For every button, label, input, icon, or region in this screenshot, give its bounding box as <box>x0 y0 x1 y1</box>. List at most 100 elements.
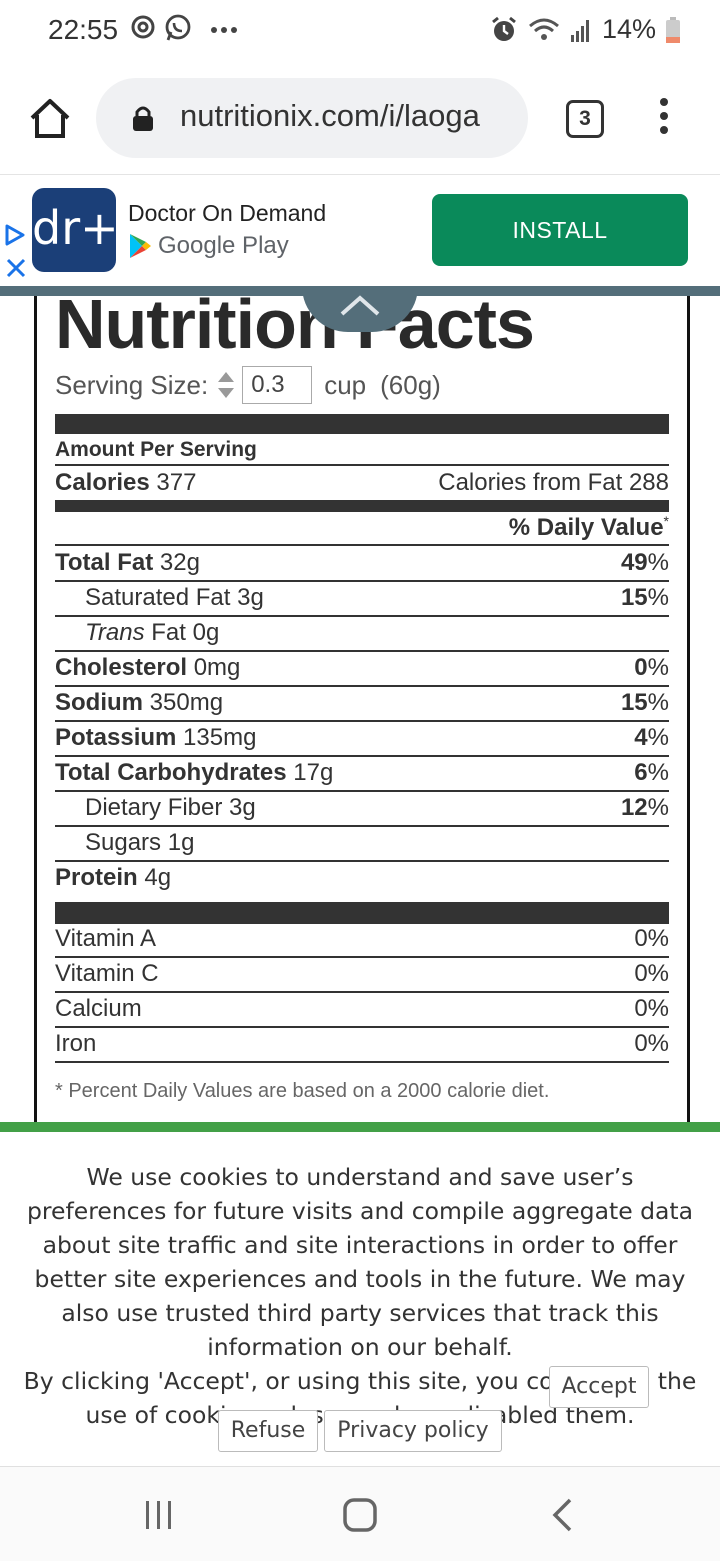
status-time: 22:55 <box>48 14 119 45</box>
thick-divider <box>55 902 669 924</box>
medium-divider <box>55 500 669 512</box>
nutrient-label: Cholesterol <box>55 654 188 681</box>
nutrient-row-sugars: Sugars 1g <box>55 826 669 862</box>
nutrient-value: 1g <box>167 829 195 856</box>
google-play-icon <box>130 234 151 258</box>
pct-sign: % <box>647 654 669 681</box>
lock-icon <box>133 106 153 131</box>
nutrition-title: Nutrition Facts <box>55 296 535 363</box>
nutrient-row-dietary-fiber: Dietary Fiber 3g 12% <box>55 791 669 827</box>
vitamin-row: Vitamin A 0% <box>55 922 669 958</box>
nutrient-value: 3g <box>237 584 264 611</box>
serving-unit: cup <box>324 369 367 400</box>
address-bar[interactable]: nutritionix.com/i/laoga <box>96 78 528 158</box>
refuse-button[interactable]: Refuse <box>218 1410 318 1452</box>
calories-row: Calories 377 Calories from Fat 288 <box>55 464 669 502</box>
nutrient-pct: 12 <box>620 794 648 821</box>
calories-from-fat: Calories from Fat 288 <box>438 469 669 496</box>
url-text[interactable]: nutritionix.com/i/laoga <box>180 98 480 133</box>
vitamin-pct: 0% <box>634 960 669 987</box>
signal-icon <box>570 19 589 42</box>
thick-divider <box>55 414 669 434</box>
store-name: Google Play <box>158 232 289 259</box>
nutrient-value: 0g <box>192 619 220 646</box>
vitamin-label: Vitamin C <box>55 960 159 987</box>
nutrient-label: Sodium <box>55 689 143 716</box>
home-icon[interactable] <box>342 1497 378 1533</box>
nutrient-row-total-carbohydrates: Total Carbohydrates 17g 6% <box>55 756 669 792</box>
nutrient-value: 32g <box>159 549 200 576</box>
battery-low-icon <box>666 16 680 43</box>
daily-value-header: % Daily Value* <box>55 510 669 546</box>
pct-sign: % <box>647 549 669 576</box>
cookie-banner: We use cookies to understand and save us… <box>0 1122 720 1474</box>
nutrient-pct: 15 <box>620 584 648 611</box>
nutrient-pct: 4 <box>634 724 648 751</box>
nutrient-label-italic: Trans <box>85 619 145 646</box>
nutrient-label: Saturated Fat <box>85 584 231 611</box>
overflow-menu-icon[interactable] <box>654 98 674 138</box>
app-name: Doctor On Demand <box>128 200 327 226</box>
vitamin-pct: 0% <box>634 925 669 952</box>
nutrient-row-potassium: Potassium 135mg 4% <box>55 721 669 757</box>
nutrient-label: Sugars <box>85 829 162 856</box>
amount-per-serving: Amount Per Serving <box>55 438 257 461</box>
nutrient-label: Potassium <box>55 724 177 751</box>
vitamin-pct: 0% <box>634 995 669 1022</box>
nutrient-value: 350mg <box>149 689 224 716</box>
pct-sign: % <box>647 689 669 716</box>
vitamin-label: Calcium <box>55 995 142 1022</box>
nutrient-row-total-fat: Total Fat 32g 49% <box>55 546 669 582</box>
whatsapp-icon <box>165 14 191 41</box>
vitamin-row: Iron 0% <box>55 1027 669 1063</box>
vitamin-label: Vitamin A <box>55 925 156 952</box>
back-icon[interactable] <box>550 1497 574 1533</box>
nutrient-label: Total Fat <box>55 549 154 576</box>
browser-toolbar: nutritionix.com/i/laoga 3 <box>0 64 720 175</box>
daily-value-label: % Daily Value <box>508 513 664 541</box>
nutrient-label: Total Carbohydrates <box>55 759 287 786</box>
nutrient-value: 3g <box>229 794 256 821</box>
sync-icon <box>131 15 155 39</box>
home-icon[interactable] <box>26 94 74 142</box>
daily-value-footnote: * Percent Daily Values are based on a 20… <box>55 1080 550 1102</box>
tab-switcher-button[interactable]: 3 <box>566 100 604 138</box>
vitamin-row: Vitamin C 0% <box>55 957 669 993</box>
pct-sign: % <box>647 759 669 786</box>
nutrient-row-saturated-fat: Saturated Fat 3g 15% <box>55 581 669 617</box>
recent-apps-icon[interactable] <box>144 1499 174 1531</box>
nutrient-row-trans-fat: Trans Fat 0g <box>55 616 669 652</box>
more-notifications-icon <box>211 27 237 33</box>
nutrient-value: 0mg <box>193 654 241 681</box>
collapse-ad-button[interactable] <box>302 286 418 332</box>
install-button[interactable]: INSTALL <box>432 194 688 266</box>
nutrient-row-cholesterol: Cholesterol 0mg 0% <box>55 651 669 687</box>
serving-qty-input[interactable]: 0.3 <box>242 366 313 404</box>
store-badge: Google Play <box>128 232 289 260</box>
serving-stepper-icon[interactable] <box>216 370 236 400</box>
ad-close-icon[interactable] <box>6 258 26 278</box>
serving-weight: (60g) <box>380 369 441 400</box>
pct-sign: % <box>647 724 669 751</box>
nutrient-value: 135mg <box>183 724 257 751</box>
cookie-message: We use cookies to understand and save us… <box>26 1163 694 1361</box>
daily-value-asterisk: * <box>663 512 669 529</box>
vitamin-pct: 0% <box>634 1030 669 1057</box>
app-logo: dr+ <box>32 188 119 272</box>
privacy-policy-button[interactable]: Privacy policy <box>324 1410 502 1452</box>
nutrient-label: Dietary Fiber <box>85 794 223 821</box>
cookie-text: We use cookies to understand and save us… <box>14 1160 706 1432</box>
vitamin-label: Iron <box>55 1030 97 1057</box>
chevron-up-icon <box>340 295 380 316</box>
pct-sign: % <box>647 794 669 821</box>
nutrition-facts-label: Nutrition Facts Serving Size: 0.3 cup (6… <box>34 296 690 1126</box>
ad-choices-icon[interactable] <box>4 224 26 246</box>
nutrient-row-protein: Protein 4g <box>55 861 669 895</box>
nutrient-value: 17g <box>293 759 334 786</box>
accept-button[interactable]: Accept <box>549 1366 649 1408</box>
nutrient-pct: 15 <box>620 689 648 716</box>
nutrient-label: Fat <box>151 619 186 646</box>
ad-banner[interactable]: dr+ Doctor On Demand Google Play INSTALL <box>0 176 720 286</box>
alarm-icon <box>492 16 516 41</box>
vitamin-row: Calcium 0% <box>55 992 669 1028</box>
